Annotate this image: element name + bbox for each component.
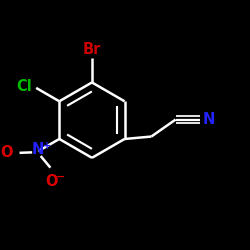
Text: +: + xyxy=(44,141,52,151)
Text: N: N xyxy=(32,142,44,158)
Text: −: − xyxy=(56,172,66,182)
Text: O: O xyxy=(45,174,58,188)
Text: Cl: Cl xyxy=(17,79,32,94)
Text: O: O xyxy=(1,145,13,160)
Text: N: N xyxy=(203,112,215,127)
Text: Br: Br xyxy=(83,42,101,57)
